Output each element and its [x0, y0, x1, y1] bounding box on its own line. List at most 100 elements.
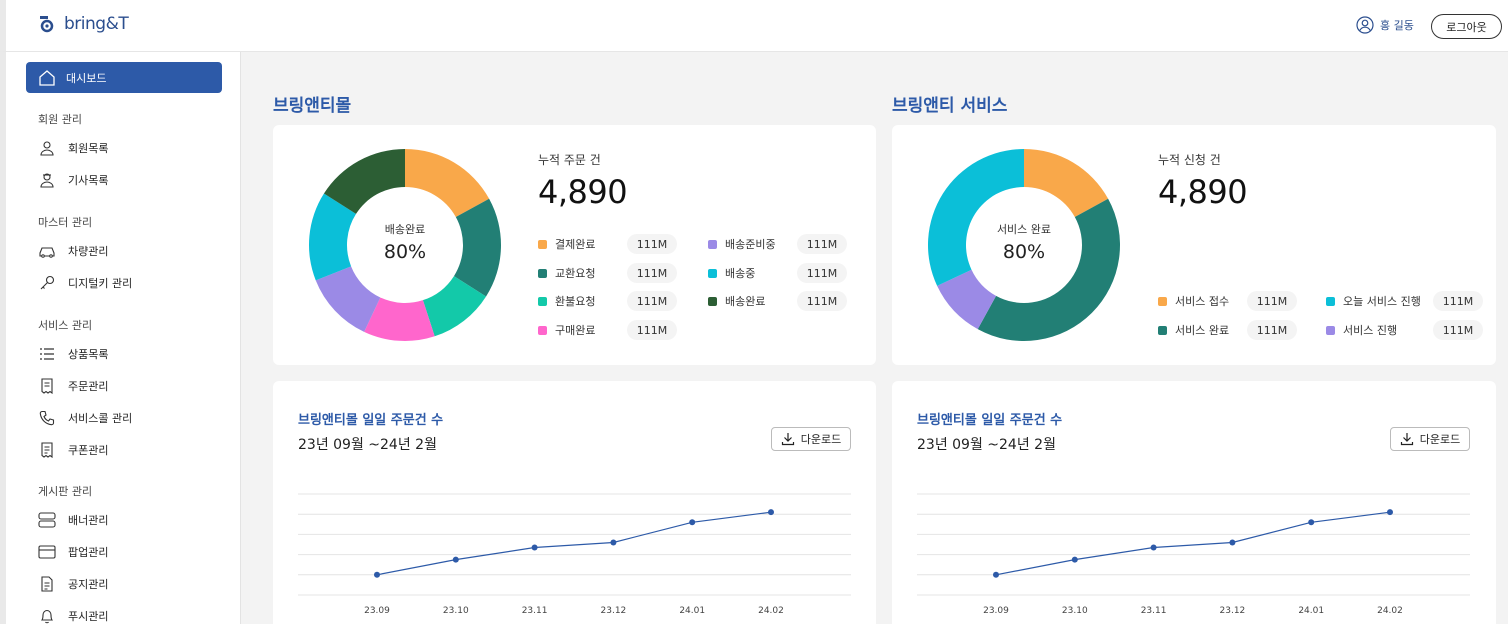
legend-label: 오늘 서비스 진행: [1343, 295, 1421, 308]
legend-item: 환불요청 111M: [538, 291, 677, 311]
legend-value: 111M: [797, 234, 847, 254]
key-icon: [38, 274, 56, 292]
donut-slice-구매완료: [364, 297, 435, 341]
sidebar-item-label: 배너관리: [68, 514, 109, 527]
user-icon: [1356, 16, 1374, 34]
legend-item: 배송완료 111M: [708, 291, 847, 311]
coupon-icon: [38, 441, 56, 459]
legend-label: 구매완료: [555, 324, 596, 337]
donut-slice-서비스 진행: [937, 269, 997, 330]
legend-item: 서비스 진행 111M: [1326, 320, 1483, 340]
sidebar-item-label: 디지털키 관리: [68, 277, 133, 290]
legend-label: 서비스 완료: [1175, 324, 1230, 337]
bell-icon: [38, 607, 56, 624]
list-icon: [38, 345, 56, 363]
x-tick-label: 23.12: [1220, 606, 1246, 616]
line-chart-subtitle: 23년 09월 ~24년 2월: [917, 437, 1056, 453]
download-label: 다운로드: [1419, 433, 1461, 446]
sidebar-item-coupons[interactable]: 쿠폰관리: [38, 441, 108, 459]
line-chart-title: 브링앤티몰 일일 주문건 수: [917, 413, 1063, 428]
legend-item: 교환요청 111M: [538, 263, 677, 283]
legend-item: 구매완료 111M: [538, 320, 677, 340]
sidebar-item-vehicles[interactable]: 차량관리: [38, 242, 108, 260]
sidebar-item-service-call[interactable]: 서비스콜 관리: [38, 409, 132, 427]
legend-item: 배송중 111M: [708, 263, 847, 283]
legend-swatch: [1326, 296, 1335, 306]
sidebar-item-label: 기사목록: [68, 174, 109, 187]
x-tick-label: 23.11: [1141, 606, 1167, 616]
logout-button[interactable]: 로그아웃: [1431, 14, 1502, 39]
legend-swatch: [538, 239, 547, 249]
legend-item: 오늘 서비스 진행 111M: [1326, 291, 1483, 311]
download-button[interactable]: 다운로드: [1390, 427, 1470, 451]
mall-donut-chart: [309, 149, 501, 341]
legend-item: 결제완료 111M: [538, 234, 677, 254]
sidebar-item-label: 차량관리: [68, 245, 109, 258]
sidebar-item-digital-key[interactable]: 디지털키 관리: [38, 274, 132, 292]
user-profile[interactable]: 홍 길동: [1356, 16, 1414, 34]
x-tick-label: 24.01: [679, 606, 705, 616]
sidebar-item-drivers[interactable]: 기사목록: [38, 171, 108, 189]
phone-icon: [38, 409, 56, 427]
mall-total-value: 4,890: [538, 173, 628, 211]
mall-title: 브링앤티몰: [273, 96, 352, 116]
service-line-card: 브링앤티몰 일일 주문건 수 23년 09월 ~24년 2월 다운로드 23.0…: [892, 381, 1496, 624]
sidebar-item-label: 대시보드: [66, 71, 107, 85]
person-icon: [38, 139, 56, 157]
donut-slice-결제완료: [405, 149, 490, 218]
sidebar-item-notices[interactable]: 공지관리: [38, 575, 108, 593]
legend-value: 111M: [627, 263, 677, 283]
x-tick-label: 23.10: [1062, 606, 1088, 616]
brand-logo[interactable]: bring&T: [38, 14, 129, 34]
data-point: [374, 571, 380, 578]
receipt-icon: [38, 377, 56, 395]
legend-value: 111M: [627, 291, 677, 311]
legend-value: 111M: [1433, 291, 1483, 311]
driver-icon: [38, 171, 56, 189]
legend-swatch: [538, 325, 547, 335]
donut-slice-배송준비중: [315, 266, 381, 332]
legend-value: 111M: [1247, 291, 1297, 311]
legend-swatch: [1326, 325, 1335, 335]
x-tick-label: 23.11: [522, 606, 548, 616]
section-service: 서비스 관리: [38, 319, 93, 332]
legend-swatch: [1158, 325, 1167, 335]
car-icon: [38, 242, 56, 260]
sidebar-item-push[interactable]: 푸시관리: [38, 607, 108, 624]
sidebar-item-products[interactable]: 상품목록: [38, 345, 108, 363]
card-icon: [38, 543, 56, 561]
banner-icon: [38, 511, 56, 529]
top-bar: bring&T 홍 길동 로그아웃: [0, 0, 1508, 52]
data-point: [689, 519, 696, 526]
mall-total-label: 누적 주문 건: [538, 153, 601, 167]
section-board: 게시판 관리: [38, 485, 93, 498]
sidebar-item-dashboard[interactable]: 대시보드: [26, 62, 222, 93]
sidebar-item-members[interactable]: 회원목록: [38, 139, 108, 157]
service-total-label: 누적 신청 건: [1158, 153, 1221, 167]
service-donut-label: 서비스 완료: [996, 223, 1052, 236]
sidebar-item-popups[interactable]: 팝업관리: [38, 543, 108, 561]
legend-item: 배송준비중 111M: [708, 234, 847, 254]
user-name: 홍 길동: [1380, 19, 1414, 32]
legend-value: 111M: [1247, 320, 1297, 340]
sidebar-item-label: 서비스콜 관리: [68, 412, 133, 425]
x-tick-label: 23.09: [364, 606, 390, 616]
download-button[interactable]: 다운로드: [771, 427, 851, 451]
data-point: [610, 539, 617, 546]
legend-value: 111M: [1433, 320, 1483, 340]
legend-label: 교환요청: [555, 267, 596, 280]
donut-slice-환불요청: [422, 276, 487, 337]
data-point: [531, 544, 538, 551]
series-line: [376, 511, 772, 576]
sidebar-item-orders[interactable]: 주문관리: [38, 377, 108, 395]
legend-label: 배송완료: [725, 295, 766, 308]
donut-slice-배송중: [309, 193, 357, 281]
service-line-chart: 23.09 23.10 23.11 23.12 24.01 24.02: [917, 493, 1470, 616]
sidebar-item-banners[interactable]: 배너관리: [38, 511, 108, 529]
data-point: [768, 509, 774, 516]
x-tick-label: 24.02: [1377, 606, 1403, 616]
x-tick-label: 24.01: [1298, 606, 1324, 616]
data-point: [1387, 509, 1393, 516]
donut-slice-배송완료: [323, 149, 405, 214]
x-tick-label: 24.02: [758, 606, 784, 616]
